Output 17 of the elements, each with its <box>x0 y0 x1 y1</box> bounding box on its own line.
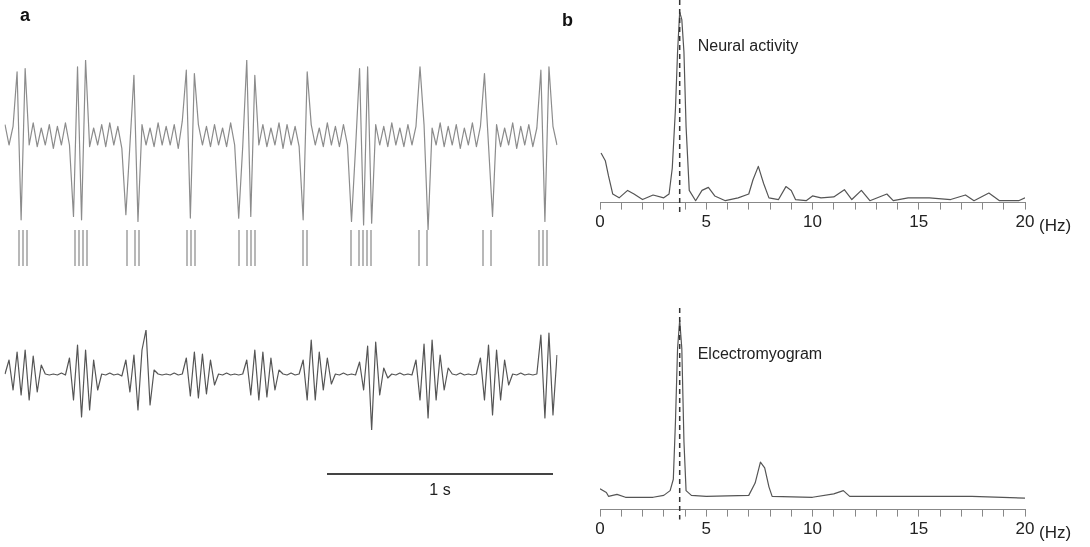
series-label: Neural activity <box>697 36 799 54</box>
x-tick-label: 10 <box>803 519 822 539</box>
x-tick-label: 20 <box>1015 519 1035 539</box>
x-tick-label: 15 <box>909 519 929 539</box>
x-tick-label: 20 <box>1015 212 1035 232</box>
x-tick-label: 10 <box>803 212 822 232</box>
text: 1 s <box>428 481 452 499</box>
x-tick-label: 5 <box>701 212 711 232</box>
series-label: Elcectromyogram <box>697 344 823 362</box>
x-tick-label: 15 <box>909 212 929 232</box>
chart-title: b <box>562 10 573 31</box>
x-axis-title: (Hz) <box>1039 215 1072 235</box>
x-axis-title: (Hz) <box>1039 522 1072 542</box>
x-tick-label: 5 <box>701 519 711 539</box>
x-tick-label: 0 <box>595 212 605 232</box>
x-tick-label: 0 <box>595 519 605 539</box>
chart-title: a <box>20 5 31 26</box>
